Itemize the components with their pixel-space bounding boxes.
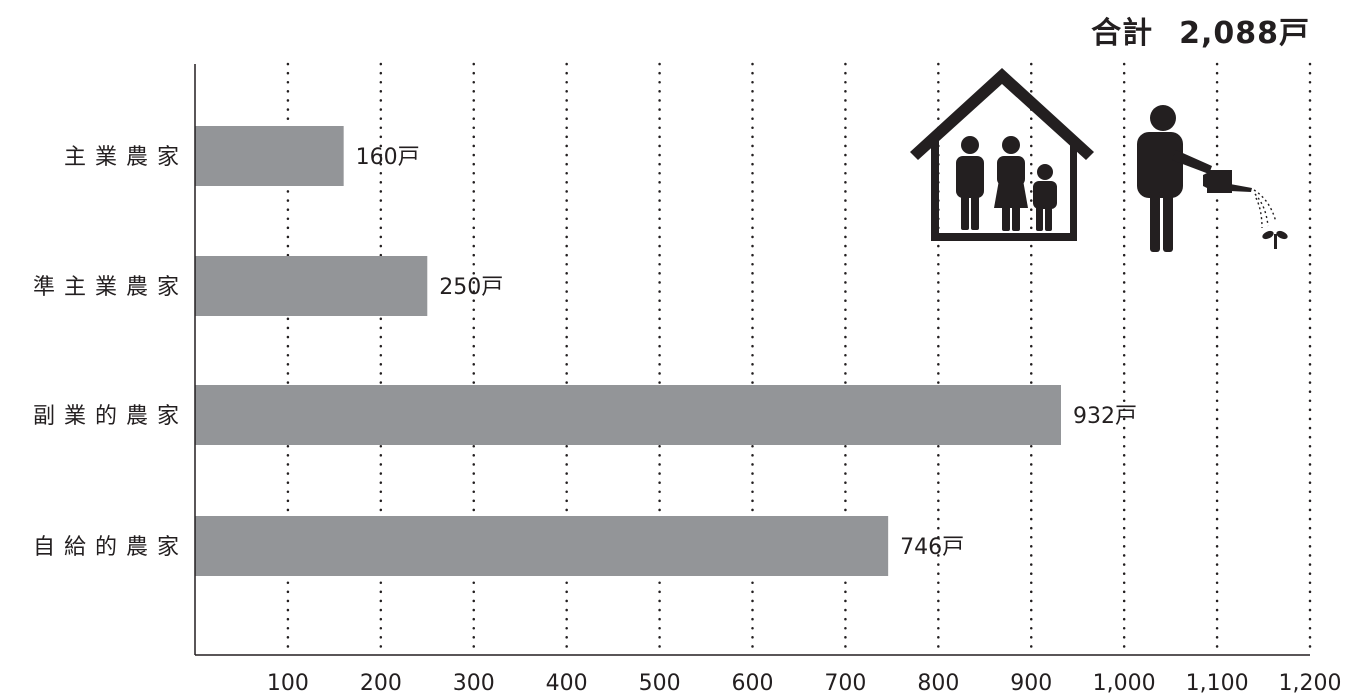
value-labels: 160戸 250戸 932戸 746戸 (356, 145, 1137, 560)
x-tick-label: 300 (453, 671, 495, 696)
x-tick-label: 1,100 (1186, 671, 1249, 696)
x-tick-label: 900 (1010, 671, 1052, 696)
total-summary: 合計 2,088戸 (1091, 8, 1310, 52)
farmer-watering-icon (1137, 105, 1288, 252)
category-label: 主業農家 (64, 145, 188, 170)
value-label: 746戸 (900, 535, 964, 560)
value-label: 250戸 (439, 275, 503, 300)
bar (195, 256, 428, 316)
category-label: 準主業農家 (33, 275, 188, 300)
bar (195, 385, 1061, 445)
value-label: 932戸 (1073, 404, 1137, 429)
category-label: 副業的農家 (33, 404, 188, 429)
bar (195, 516, 889, 576)
x-tick-label: 200 (360, 671, 402, 696)
x-tick-label: 1,000 (1093, 671, 1156, 696)
x-tick-label: 600 (732, 671, 774, 696)
category-label: 自給的農家 (33, 535, 188, 560)
house-family-icon (910, 68, 1094, 241)
bar (195, 126, 344, 186)
x-tick-labels: 100 200 300 400 500 600 700 800 900 1,000 1,100 1,2… (267, 671, 1342, 696)
value-label: 160戸 (356, 145, 420, 170)
x-tick-label: 1,200 (1279, 671, 1342, 696)
x-tick-label: 500 (639, 671, 681, 696)
x-tick-label: 800 (917, 671, 959, 696)
x-tick-label: 100 (267, 671, 309, 696)
x-tick-label: 400 (546, 671, 588, 696)
total-value: 2,088戸 (1179, 16, 1310, 51)
total-label: 合計 (1091, 16, 1154, 51)
bars (195, 126, 1061, 576)
x-tick-label: 700 (824, 671, 866, 696)
